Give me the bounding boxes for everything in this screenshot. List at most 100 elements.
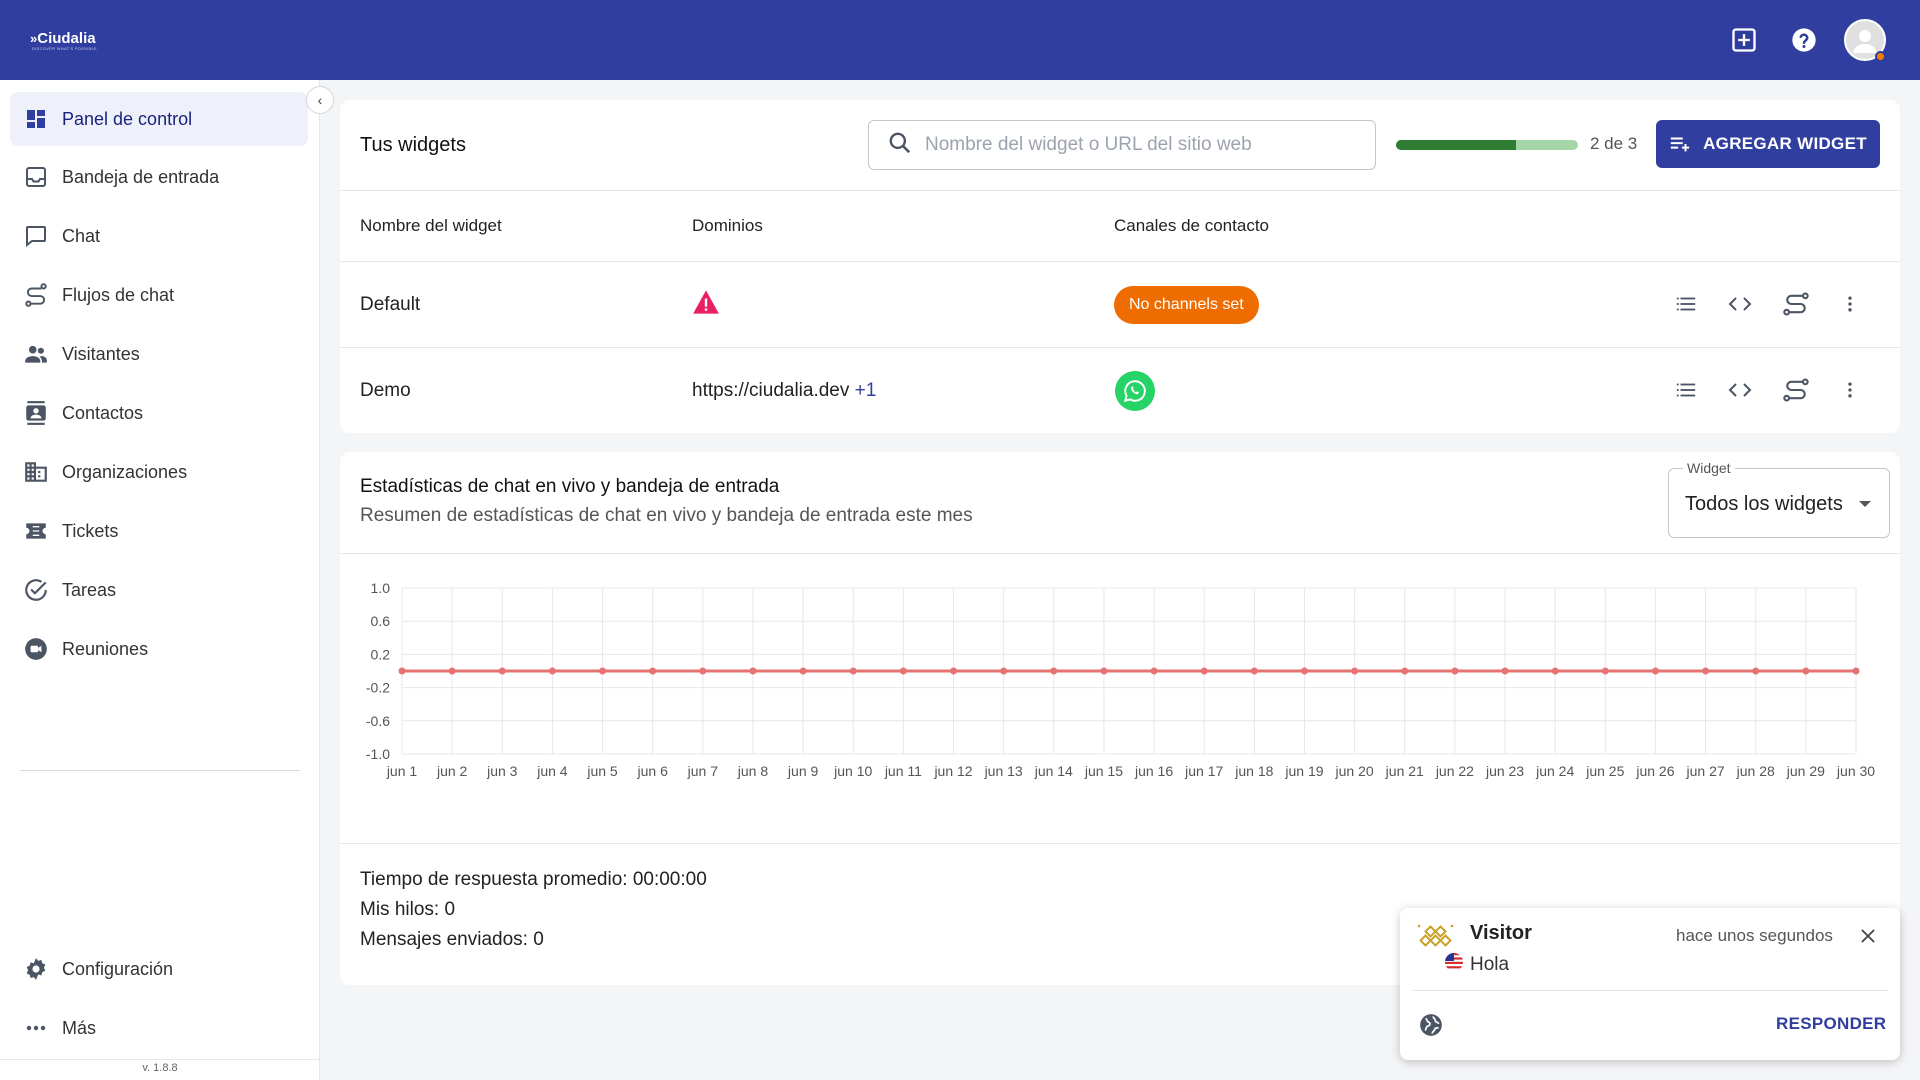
playlist-add-icon [1670, 137, 1690, 152]
domain-text: https://ciudalia.dev [692, 380, 850, 401]
visitor-message-toast[interactable]: Visitor Hola hace unos segundos RESPONDE… [1400, 908, 1900, 1060]
x-tick-label: jun 23 [1485, 763, 1524, 779]
data-point[interactable] [1401, 667, 1409, 675]
sidebar-item-chat[interactable]: Chat [10, 209, 308, 263]
add-widget-label: AGREGAR WIDGET [1703, 134, 1867, 153]
visitor-avatar-icon [1414, 922, 1458, 971]
data-point[interactable] [649, 667, 657, 675]
sidebar-item-label: Visitantes [62, 343, 140, 364]
widget-domain[interactable]: https://ciudalia.dev +1 [692, 380, 876, 402]
data-point[interactable] [1351, 667, 1359, 675]
sidebar-item-label: Panel de control [62, 108, 193, 129]
sidebar-item-organizations[interactable]: Organizaciones [10, 445, 308, 499]
data-point[interactable] [1601, 667, 1609, 675]
logo[interactable]: » Ciudalia DISCOVER WHAT'S POSSIBLE [30, 30, 97, 51]
data-point[interactable] [1451, 667, 1459, 675]
data-point[interactable] [1802, 667, 1810, 675]
data-point[interactable] [1250, 667, 1258, 675]
help-icon[interactable] [1786, 22, 1822, 58]
data-point[interactable] [1702, 667, 1710, 675]
sidebar-item-meetings[interactable]: Reuniones [10, 622, 308, 676]
check-circle-icon [22, 576, 50, 604]
toast-time: hace unos segundos [1676, 926, 1833, 945]
data-point[interactable] [498, 667, 506, 675]
globe-icon [1418, 1012, 1444, 1043]
list-icon[interactable] [1668, 286, 1704, 322]
code-icon[interactable] [1722, 286, 1758, 322]
divider [340, 190, 1900, 191]
toast-message: Hola [1470, 954, 1510, 975]
data-point[interactable] [1651, 667, 1659, 675]
data-point[interactable] [699, 667, 707, 675]
code-icon[interactable] [1722, 372, 1758, 408]
data-point[interactable] [950, 667, 958, 675]
widget-name: Demo [360, 380, 411, 401]
widgets-card: Tus widgets 2 de 3 AGREGAR WIDGET Nombre… [340, 100, 1900, 433]
x-tick-label: jun 12 [933, 763, 972, 779]
version-label: v. 1.8.8 [142, 1062, 178, 1074]
data-point[interactable] [1050, 667, 1058, 675]
x-tick-label: jun 9 [787, 763, 819, 779]
data-point[interactable] [1752, 667, 1760, 675]
sidebar-item-visitors[interactable]: Visitantes [10, 327, 308, 381]
sidebar-item-tickets[interactable]: Tickets [10, 504, 308, 558]
data-point[interactable] [1100, 667, 1108, 675]
x-tick-label: jun 27 [1686, 763, 1725, 779]
sidebar-item-tasks[interactable]: Tareas [10, 563, 308, 617]
data-point[interactable] [799, 667, 807, 675]
data-point[interactable] [1852, 667, 1860, 675]
contacts-icon [22, 399, 50, 427]
more-horiz-icon [22, 1014, 50, 1042]
video-icon [22, 635, 50, 663]
dashboard-icon [22, 105, 50, 133]
sidebar-item-settings[interactable]: Configuración [10, 942, 308, 996]
widget-search[interactable] [868, 120, 1376, 170]
reply-button[interactable]: RESPONDER [1776, 1014, 1887, 1033]
data-point[interactable] [1000, 667, 1008, 675]
us-flag-icon [1444, 952, 1464, 977]
x-tick-label: jun 26 [1635, 763, 1674, 779]
data-point[interactable] [599, 667, 607, 675]
sidebar-item-panel[interactable]: Panel de control [10, 92, 308, 146]
widgets-title: Tus widgets [360, 134, 466, 156]
sidebar-item-label: Chat [62, 225, 101, 246]
data-point[interactable] [1300, 667, 1308, 675]
x-tick-label: jun 6 [637, 763, 669, 779]
data-point[interactable] [548, 667, 556, 675]
widget-usage-bar [1396, 140, 1578, 150]
data-point[interactable] [1551, 667, 1559, 675]
add-box-icon[interactable] [1726, 22, 1762, 58]
x-tick-label: jun 25 [1585, 763, 1624, 779]
sidebar-collapse-button[interactable]: ‹ [306, 86, 334, 114]
data-point[interactable] [849, 667, 857, 675]
data-point[interactable] [1501, 667, 1509, 675]
sidebar-item-inbox[interactable]: Bandeja de entrada [10, 150, 308, 204]
data-point[interactable] [1200, 667, 1208, 675]
data-point[interactable] [448, 667, 456, 675]
more-vert-icon[interactable] [1832, 286, 1868, 322]
widget-select[interactable]: Widget Todos los widgets [1668, 460, 1890, 538]
divider [340, 553, 1900, 554]
data-point[interactable] [398, 667, 406, 675]
search-icon [887, 130, 913, 161]
x-tick-label: jun 7 [687, 763, 719, 779]
more-vert-icon[interactable] [1832, 372, 1868, 408]
list-icon[interactable] [1668, 372, 1704, 408]
add-widget-button[interactable]: AGREGAR WIDGET [1656, 120, 1880, 168]
widget-select-label: Widget [1683, 460, 1735, 476]
data-point[interactable] [749, 667, 757, 675]
sidebar-item-more[interactable]: Más [10, 1001, 308, 1055]
sidebar-item-chatflows[interactable]: Flujos de chat [10, 268, 308, 322]
search-input[interactable] [925, 134, 1365, 156]
route-icon[interactable] [1778, 372, 1814, 408]
sidebar-bottom-divider [0, 1059, 320, 1060]
data-point[interactable] [1150, 667, 1158, 675]
route-icon[interactable] [1778, 286, 1814, 322]
domain-more[interactable]: +1 [854, 380, 877, 401]
y-tick-label: -1.0 [366, 746, 390, 762]
data-point[interactable] [899, 667, 907, 675]
close-icon[interactable] [1854, 922, 1882, 950]
sidebar-item-contacts[interactable]: Contactos [10, 386, 308, 440]
sidebar-item-label: Reuniones [62, 638, 149, 659]
